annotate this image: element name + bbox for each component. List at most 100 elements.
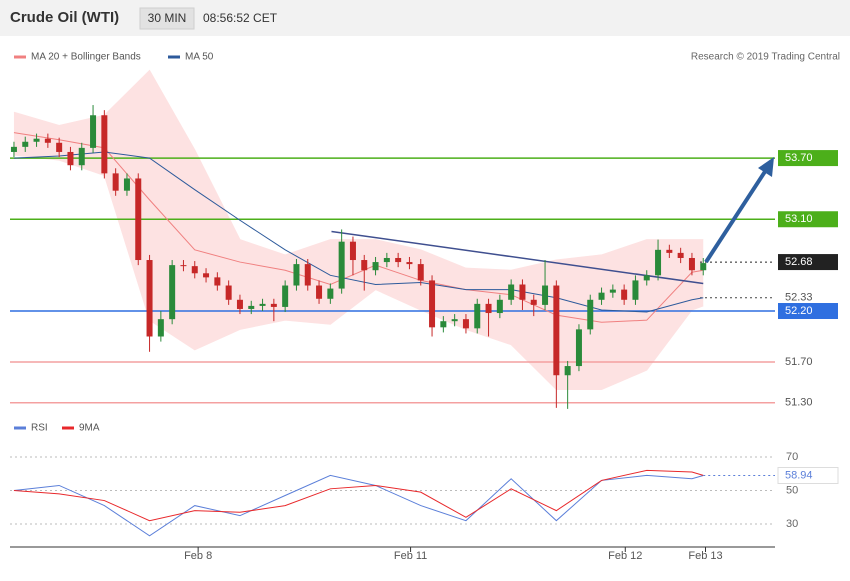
candle-body bbox=[225, 285, 232, 300]
candle-body bbox=[214, 277, 221, 286]
candle-body bbox=[146, 260, 153, 337]
y-tick-label: 70 bbox=[786, 451, 798, 463]
candle-body bbox=[655, 249, 662, 276]
candle-body bbox=[316, 285, 323, 299]
candle-body bbox=[90, 115, 97, 148]
level-label: 53.10 bbox=[785, 213, 813, 225]
candle-body bbox=[270, 303, 277, 307]
candle-body bbox=[33, 138, 40, 142]
x-tick-label: Feb 11 bbox=[394, 550, 427, 562]
level-label-box bbox=[778, 150, 838, 167]
candle-body bbox=[688, 257, 695, 271]
candle-body bbox=[474, 303, 481, 329]
candle-body bbox=[169, 265, 176, 320]
candle-body bbox=[293, 264, 300, 286]
level-label: 52.68 bbox=[785, 256, 813, 268]
candle-body bbox=[349, 241, 356, 261]
arrow-head bbox=[758, 157, 774, 177]
candle-body bbox=[135, 178, 142, 261]
level-label: 52.20 bbox=[785, 305, 813, 317]
level-label: 53.70 bbox=[785, 152, 813, 164]
candle-body bbox=[361, 260, 368, 271]
current-value-box bbox=[777, 466, 839, 484]
candle-body bbox=[157, 319, 164, 337]
moving-average bbox=[13, 151, 704, 313]
legend-label: RSI bbox=[31, 423, 48, 434]
bollinger-fill bbox=[13, 70, 704, 390]
interval[interactable]: 30 MIN bbox=[148, 11, 187, 25]
current-value: 58.94 bbox=[785, 469, 813, 481]
candle-body bbox=[203, 273, 210, 278]
legend-label: MA 50 bbox=[185, 52, 214, 63]
bollinger-lower bbox=[13, 154, 704, 391]
candle-body bbox=[406, 262, 413, 265]
level-label-box bbox=[778, 254, 838, 271]
candle-body bbox=[496, 299, 503, 314]
candle-body bbox=[236, 299, 243, 309]
candle-body bbox=[508, 284, 515, 300]
candle-body bbox=[282, 285, 289, 307]
candle-body bbox=[259, 303, 266, 306]
candle-body bbox=[304, 264, 311, 286]
candle-body bbox=[530, 299, 537, 305]
candle-body bbox=[575, 329, 582, 367]
candle-body bbox=[632, 280, 639, 300]
x-tick-label: Feb 12 bbox=[608, 550, 642, 562]
candle-body bbox=[395, 257, 402, 263]
candle-body bbox=[22, 141, 29, 147]
interval-box[interactable] bbox=[139, 7, 195, 30]
candle-body bbox=[564, 366, 571, 376]
y-tick-label: 50 bbox=[786, 484, 798, 496]
forecast-arrow bbox=[704, 168, 768, 264]
clock: 08:56:52 CET bbox=[203, 11, 278, 25]
header-bar bbox=[0, 0, 850, 36]
bollinger-upper bbox=[13, 69, 704, 271]
candle-body bbox=[248, 305, 255, 309]
candle-body bbox=[587, 299, 594, 330]
indicator-line bbox=[13, 469, 704, 522]
candle-body bbox=[112, 173, 119, 191]
candle-body bbox=[666, 249, 673, 253]
instrument-title: Crude Oil (WTI) bbox=[10, 9, 119, 26]
y-tick-label: 30 bbox=[786, 518, 798, 530]
candle-body bbox=[372, 262, 379, 271]
candle-body bbox=[677, 252, 684, 258]
copyright: Research © 2019 Trading Central bbox=[691, 52, 840, 63]
trendline bbox=[331, 230, 704, 285]
candle-body bbox=[519, 284, 526, 300]
legend-label: 9MA bbox=[79, 423, 100, 434]
candle-body bbox=[643, 275, 650, 281]
candle-body bbox=[101, 115, 108, 174]
candle-body bbox=[338, 241, 345, 289]
candle-body bbox=[621, 289, 628, 300]
legend-label: MA 20 + Bollinger Bands bbox=[31, 52, 141, 63]
candle-body bbox=[485, 303, 492, 314]
indicator-line bbox=[13, 474, 704, 537]
candle-body bbox=[10, 146, 17, 152]
candle-body bbox=[598, 292, 605, 300]
candle-body bbox=[417, 264, 424, 281]
candle-body bbox=[44, 138, 51, 143]
candle-body bbox=[383, 257, 390, 263]
candle-body bbox=[191, 266, 198, 274]
candle-body bbox=[542, 285, 549, 305]
candle-body bbox=[553, 285, 560, 376]
level-label: 51.30 bbox=[785, 397, 813, 409]
candle-body bbox=[327, 288, 334, 299]
level-label-box bbox=[778, 211, 838, 228]
candle-body bbox=[78, 147, 85, 166]
candle-body bbox=[700, 263, 707, 271]
candle-body bbox=[180, 265, 187, 267]
candle-body bbox=[609, 289, 616, 293]
candle-body bbox=[451, 319, 458, 322]
level-label: 52.33 bbox=[785, 292, 813, 304]
level-label-box bbox=[778, 303, 838, 320]
x-tick-label: Feb 8 bbox=[184, 550, 212, 562]
level-label: 51.70 bbox=[785, 356, 813, 368]
candle-body bbox=[462, 319, 469, 329]
candle-body bbox=[56, 142, 63, 152]
candle-body bbox=[67, 151, 74, 166]
candle-body bbox=[440, 321, 447, 328]
